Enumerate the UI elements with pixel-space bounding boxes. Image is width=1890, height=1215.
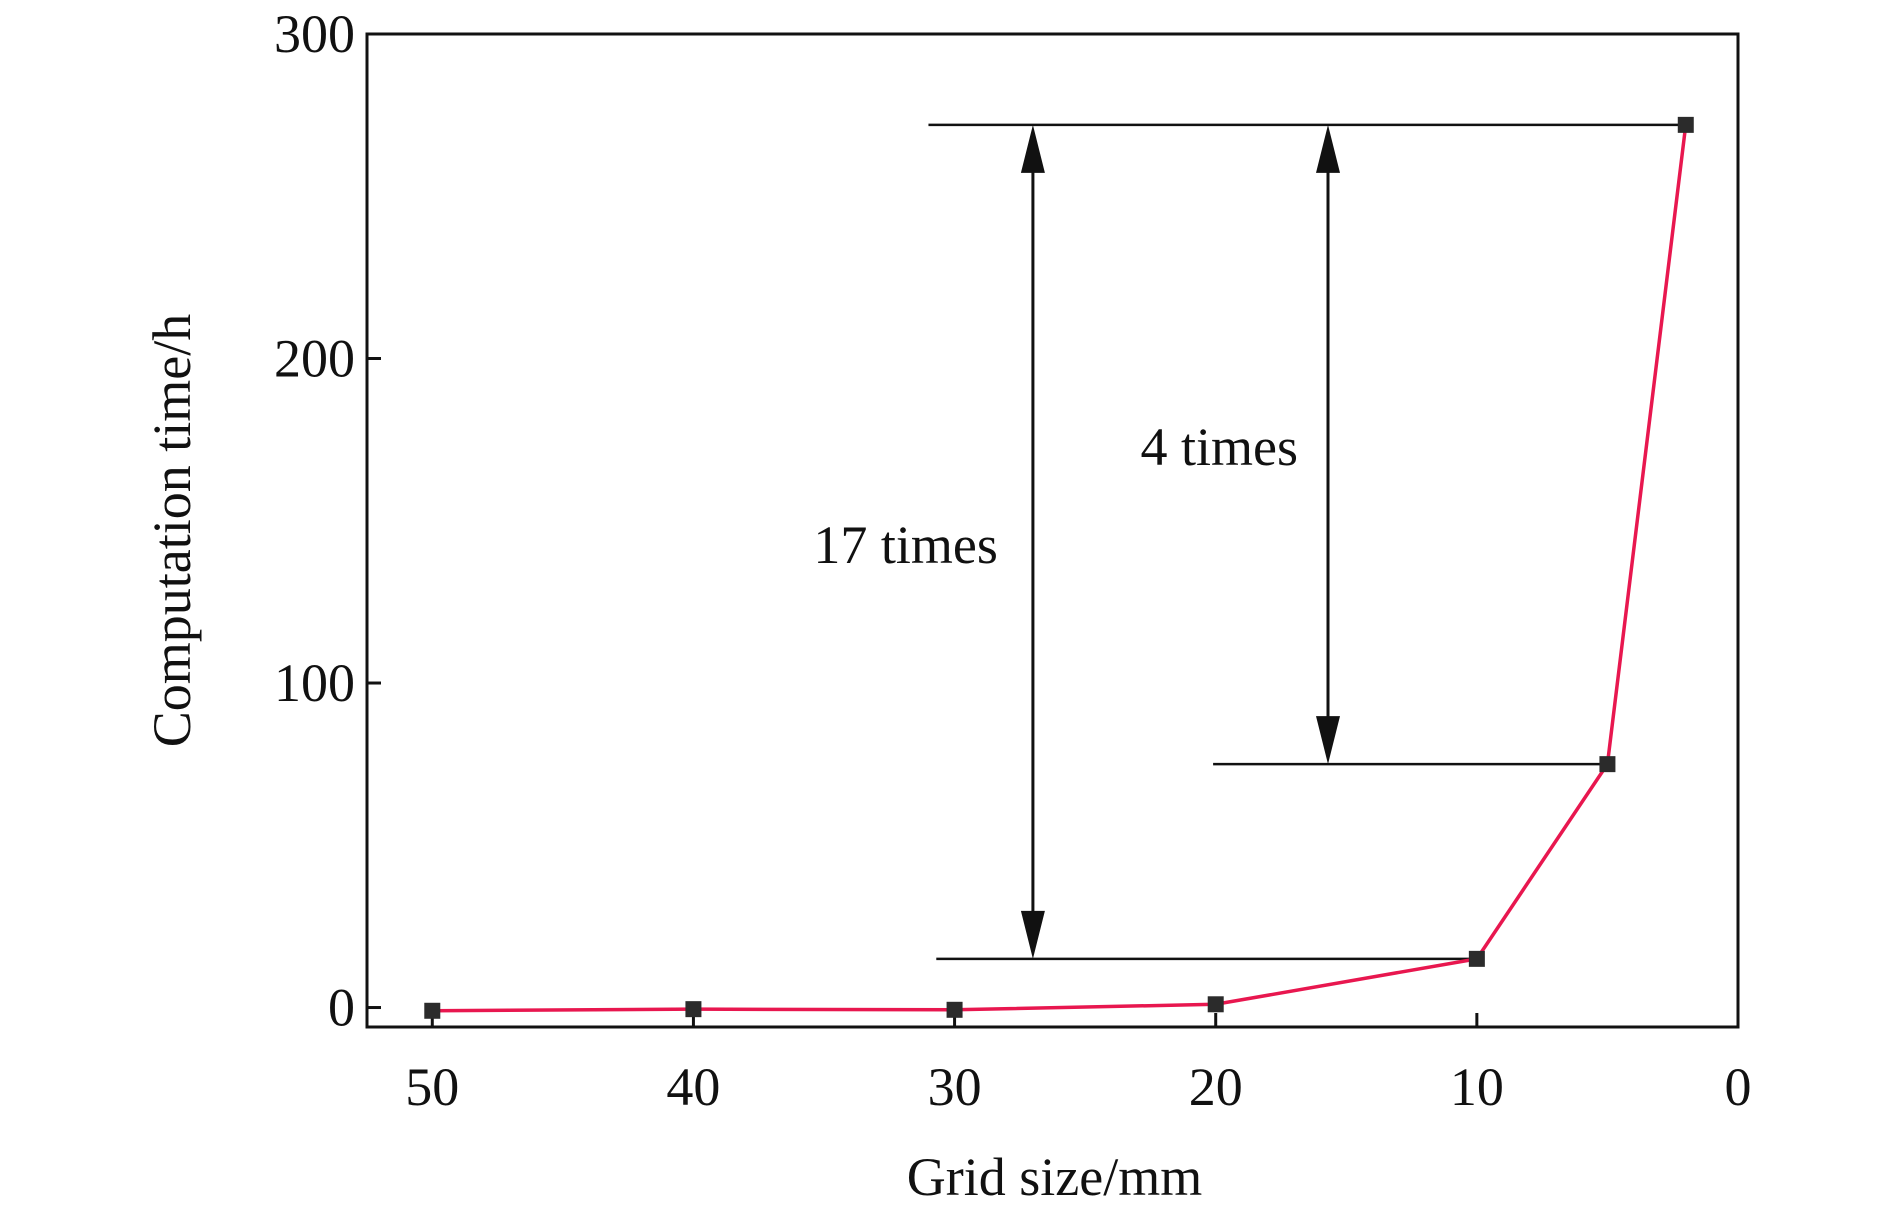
x-axis-title: Grid size/mm [907, 1147, 1202, 1207]
data-point-marker [1207, 996, 1224, 1013]
y-tick-label: 200 [274, 329, 355, 389]
x-tick-label: 10 [1450, 1057, 1504, 1117]
plot-frame-box [365, 32, 1740, 1029]
x-tick-label: 30 [928, 1057, 982, 1117]
y-tick-label: 100 [274, 653, 355, 713]
data-point-marker [1599, 756, 1616, 773]
arrow-head-up [1316, 124, 1341, 173]
annotation-label: 17 times [813, 515, 998, 575]
reference-lines [928, 123, 1686, 961]
data-point-marker [685, 1001, 702, 1018]
data-point-marker [424, 1002, 441, 1019]
series-line [432, 124, 1688, 1013]
plot-frame [365, 32, 1740, 1029]
x-tick-label: 40 [666, 1057, 720, 1117]
y-axis-title: Computation time/h [142, 314, 202, 747]
annotation-arrows [1020, 124, 1341, 959]
arrow-head-down [1020, 910, 1045, 959]
y-tick-label: 0 [328, 978, 355, 1038]
annotation-label: 4 times [1141, 417, 1299, 477]
data-point-marker [1468, 950, 1485, 967]
x-tick-label: 20 [1189, 1057, 1243, 1117]
arrow-head-down [1316, 716, 1341, 765]
y-tick-label: 300 [274, 4, 355, 64]
x-tick-label: 0 [1725, 1057, 1752, 1117]
series-layer [424, 116, 1694, 1019]
x-tick-label: 50 [405, 1057, 459, 1117]
arrow-head-up [1020, 124, 1045, 173]
data-point-marker [946, 1001, 963, 1018]
data-point-marker [1677, 116, 1694, 133]
